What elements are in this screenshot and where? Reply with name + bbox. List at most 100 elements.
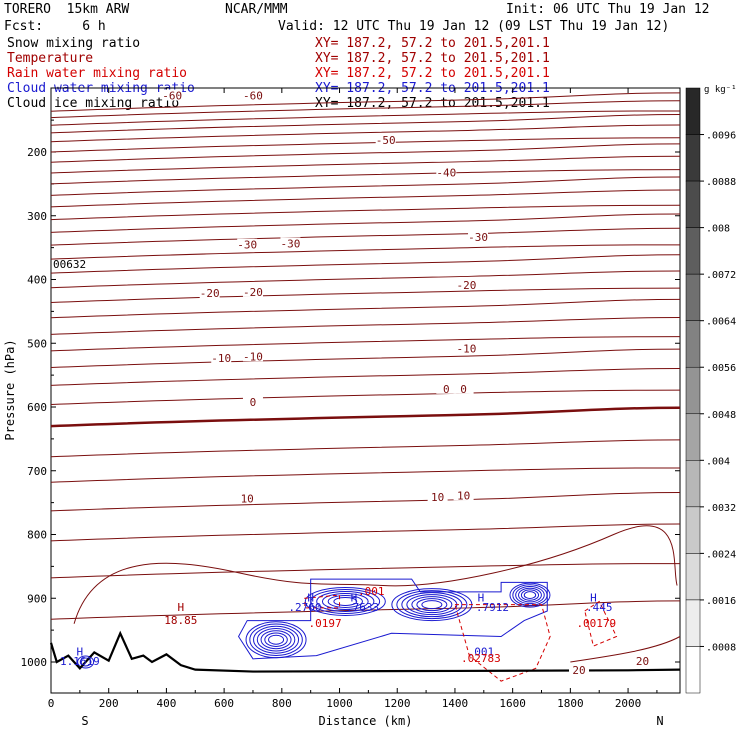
temperature-label: 0	[250, 396, 257, 409]
cloud-core-far-east	[523, 591, 537, 599]
rain-contour	[304, 594, 341, 609]
x-end-south: S	[81, 714, 88, 728]
x-tick-label: 600	[214, 697, 234, 710]
cloud-core-far-east	[512, 584, 548, 606]
colorbar-label: .0048	[706, 410, 736, 421]
label-backing	[456, 278, 477, 290]
isotherm	[50, 348, 681, 368]
colorbar-label: .0088	[706, 177, 736, 188]
x-tick-label: 1200	[384, 697, 411, 710]
isotherm	[50, 270, 681, 289]
temperature-label: -20	[243, 286, 263, 299]
cloud-core-mid	[327, 594, 363, 608]
y-axis-label: Pressure (hPa)	[3, 339, 17, 440]
label-backing	[453, 489, 474, 501]
colorbar-swatch	[685, 320, 701, 368]
isotherm	[50, 137, 681, 153]
isotherm	[50, 298, 681, 319]
label-backing	[237, 238, 258, 250]
cloud-outline	[237, 578, 548, 660]
cloud-core-far-east	[518, 587, 542, 603]
xy-cloud-water: XY= 187.2, 57.2 to 201.5,201.1	[315, 66, 550, 81]
cloud-core-west	[264, 632, 288, 647]
y-tick-label: 800	[27, 529, 47, 542]
rain-contours	[304, 594, 618, 682]
label-backing	[242, 350, 263, 362]
isotherm-surface	[570, 636, 681, 663]
temperature-label: -30	[237, 239, 257, 252]
label-backing	[456, 342, 477, 354]
colorbar-label: .0024	[706, 549, 736, 560]
isotherm	[50, 92, 681, 112]
isotherm	[50, 406, 681, 428]
maximum-label: H	[351, 591, 358, 604]
isotherm	[50, 100, 681, 119]
cloud-core-coast	[79, 657, 92, 667]
maximum-label: .00179	[576, 617, 616, 630]
x-tick-label: 400	[156, 697, 176, 710]
colorbar-swatch	[685, 227, 701, 275]
maximum-label: .0197	[309, 617, 342, 630]
cloud-core-east	[406, 594, 458, 616]
y-tick-label: 200	[27, 146, 47, 159]
isotherm	[50, 227, 681, 246]
temperature-label: 0	[460, 383, 467, 396]
y-tick-label: 700	[27, 465, 47, 478]
cloud-core-east	[411, 596, 453, 614]
colorbar-label: .0056	[706, 363, 736, 374]
colorbar-swatch	[685, 413, 701, 461]
colorbar-swatch	[685, 506, 701, 554]
colorbar: .0096 .0088 .008 .0072 .0064 .0056 .0048 .004 .0…	[685, 85, 737, 694]
cloud-core-mid	[321, 592, 369, 610]
temperature-label: 10	[457, 489, 470, 502]
temperature-label: 20	[636, 655, 649, 668]
maximum-label: H	[77, 646, 84, 659]
xy-temperature: XY= 187.2, 57.2 to 201.5,201.1	[315, 36, 550, 51]
colorbar-swatch	[685, 646, 701, 694]
colorbar-swatch	[685, 553, 701, 601]
valid-time: Valid: 12 UTC Thu 19 Jan 12 (09 LST Thu …	[278, 19, 670, 34]
temperature-label: -20	[457, 279, 477, 292]
center-name: NCAR/MMM	[225, 2, 288, 17]
colorbar-label: .0096	[706, 131, 736, 142]
colorbar-swatch	[685, 180, 701, 228]
temperature-label: -50	[376, 134, 396, 147]
label-backing	[211, 352, 232, 364]
rain-contour	[584, 600, 618, 647]
cloud-core-west	[268, 634, 285, 645]
maximum-label: .001	[358, 585, 385, 598]
cloud-core-west	[253, 625, 300, 654]
maximum-label: .02783	[461, 652, 501, 665]
contour-labels: -60 -60 -50 -40 -30 -30 -30 -20 -20 -20 -10 -10 -10 0…	[60, 89, 653, 677]
label-backing	[242, 285, 263, 297]
colorbar-unit: g kg⁻¹	[704, 85, 737, 95]
cloud-core-east	[421, 600, 443, 610]
isotherm	[50, 563, 681, 579]
isotherm	[50, 254, 681, 274]
annotation-left: 00632	[53, 258, 86, 271]
x-tick-label: 1000	[326, 697, 353, 710]
isotherm-lower	[73, 525, 678, 624]
isotherm	[50, 204, 681, 221]
cloud-core-west	[245, 621, 307, 659]
colorbar-swatch	[685, 460, 701, 508]
rain-contour	[454, 604, 551, 682]
isotherm	[50, 169, 681, 185]
isotherm	[50, 114, 681, 134]
isotherm	[50, 492, 681, 512]
xy-rain: XY= 187.2, 57.2 to 201.5,201.1	[315, 51, 550, 66]
maximum-label: H	[178, 601, 185, 614]
cloud-core-mid	[310, 588, 381, 614]
colorbar-swatch	[685, 273, 701, 321]
maximum-label: 18.85	[164, 614, 197, 627]
cloud-water-contours	[77, 578, 551, 669]
colorbar-label: .0064	[706, 317, 736, 328]
temperature-label: -10	[211, 352, 231, 365]
xy-cloud-water-2: XY= 187.2, 57.2 to 201.5,201.1	[315, 81, 550, 96]
maximum-label: H	[590, 591, 597, 604]
cloud-core-west	[256, 627, 296, 652]
legend-snow: Snow mixing ratio	[7, 36, 141, 51]
legend-rain: Rain water mixing ratio	[7, 66, 188, 81]
x-end-north: N	[656, 714, 663, 728]
x-tick-label: 200	[99, 697, 119, 710]
